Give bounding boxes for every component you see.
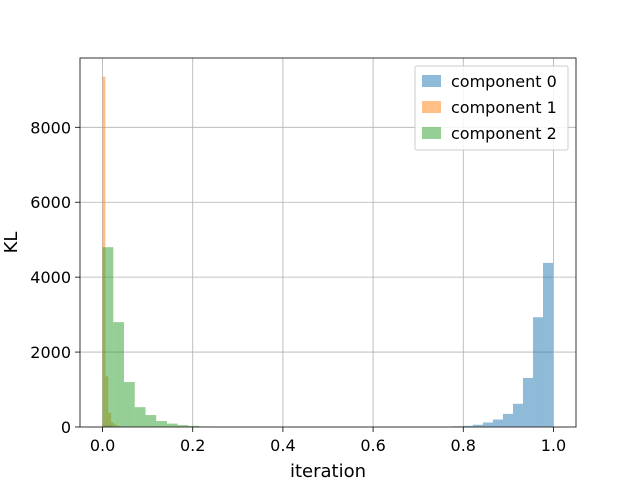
histogram-bar <box>156 421 167 427</box>
histogram-bar <box>188 425 200 427</box>
plot-frame <box>79 57 577 428</box>
x-axis-ticks: 0.0 0.2 0.4 0.6 0.8 1.0 <box>90 427 566 455</box>
histogram-bar <box>522 377 533 427</box>
x-tick-label: 0.8 <box>451 436 476 455</box>
histogram-bar <box>502 413 513 427</box>
series-0 <box>102 262 554 427</box>
x-tick-label: 0.2 <box>180 436 205 455</box>
y-tick-label: 6000 <box>30 193 71 212</box>
y-tick-label: 2000 <box>30 343 71 362</box>
x-tick-label: 0.4 <box>270 436 295 455</box>
histogram-bar <box>113 322 125 427</box>
legend-label: component 2 <box>451 124 557 143</box>
histogram-bar <box>145 415 157 427</box>
histogram-bar <box>102 247 114 427</box>
histogram-bar <box>124 382 135 427</box>
histogram-bar <box>134 407 146 427</box>
histogram-bar <box>462 425 473 427</box>
histogram-bar <box>482 422 493 427</box>
y-axis-label: KL <box>1 232 22 254</box>
legend-label: component 1 <box>451 98 557 117</box>
histogram-bar <box>166 423 178 427</box>
legend: component 0 component 1 component 2 <box>414 65 569 151</box>
y-axis-ticks: 0 2000 4000 6000 8000 <box>30 118 80 437</box>
histogram-bar <box>177 425 189 427</box>
histogram-bar <box>472 424 483 427</box>
histogram-bars <box>102 76 554 428</box>
y-tick-label: 8000 <box>30 118 71 137</box>
histogram-bar <box>532 317 543 427</box>
legend-swatch <box>422 75 441 87</box>
x-tick-label: 0.0 <box>90 436 115 455</box>
y-tick-label: 0 <box>61 418 71 437</box>
legend-label: component 0 <box>451 72 557 91</box>
histogram-bar <box>512 403 523 427</box>
histogram-bar <box>542 262 554 427</box>
legend-swatch <box>422 101 441 113</box>
legend-box <box>414 65 569 151</box>
x-tick-label: 1.0 <box>541 436 566 455</box>
x-axis-label: iteration <box>290 461 366 480</box>
histogram-bar <box>492 419 503 427</box>
x-tick-label: 0.6 <box>360 436 385 455</box>
legend-swatch <box>422 127 441 139</box>
y-tick-label: 4000 <box>30 268 71 287</box>
